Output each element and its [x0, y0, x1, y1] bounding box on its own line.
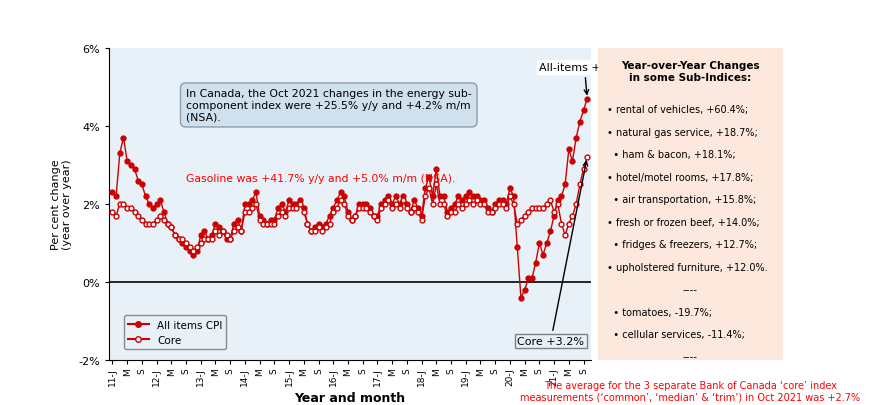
Text: ----: ---- — [682, 352, 697, 362]
Legend: All items CPI, Core: All items CPI, Core — [123, 315, 226, 349]
Text: • cellular services, -11.4%;: • cellular services, -11.4%; — [607, 329, 744, 339]
Text: In Canada, the Oct 2021 changes in the energy sub-
component index were +25.5% y: In Canada, the Oct 2021 changes in the e… — [186, 89, 471, 122]
FancyBboxPatch shape — [594, 39, 786, 370]
X-axis label: Year and month: Year and month — [294, 391, 405, 404]
Text: • hotel/motel rooms, +17.8%;: • hotel/motel rooms, +17.8%; — [607, 172, 753, 182]
Text: ----: ---- — [682, 284, 697, 294]
Text: Core +3.2%: Core +3.2% — [517, 162, 587, 346]
Text: • upholstered furniture, +12.0%.: • upholstered furniture, +12.0%. — [607, 262, 766, 272]
Text: Gasoline was +41.7% y/y and +5.0% m/m (NSA).: Gasoline was +41.7% y/y and +5.0% m/m (N… — [186, 173, 454, 183]
Text: • ham & bacon, +18.1%;: • ham & bacon, +18.1%; — [607, 149, 734, 160]
Text: • air transportation, +15.8%;: • air transportation, +15.8%; — [607, 194, 755, 205]
Text: • tomatoes, -19.7%;: • tomatoes, -19.7%; — [607, 307, 711, 317]
Text: The average for the 3 separate Bank of Canada ‘core’ index measurements (‘common: The average for the 3 separate Bank of C… — [520, 380, 859, 405]
Text: • natural gas service, +18.7%;: • natural gas service, +18.7%; — [607, 127, 757, 137]
Text: All-items +4.7%: All-items +4.7% — [539, 63, 629, 95]
Text: • fresh or frozen beef, +14.0%;: • fresh or frozen beef, +14.0%; — [607, 217, 759, 227]
Text: • fridges & freezers, +12.7%;: • fridges & freezers, +12.7%; — [607, 239, 756, 249]
Y-axis label: Per cent change
(year over year): Per cent change (year over year) — [50, 159, 72, 250]
Text: • rental of vehicles, +60.4%;: • rental of vehicles, +60.4%; — [607, 105, 747, 115]
Text: Year-over-Year Changes
in some Sub-Indices:: Year-over-Year Changes in some Sub-Indic… — [620, 61, 759, 83]
